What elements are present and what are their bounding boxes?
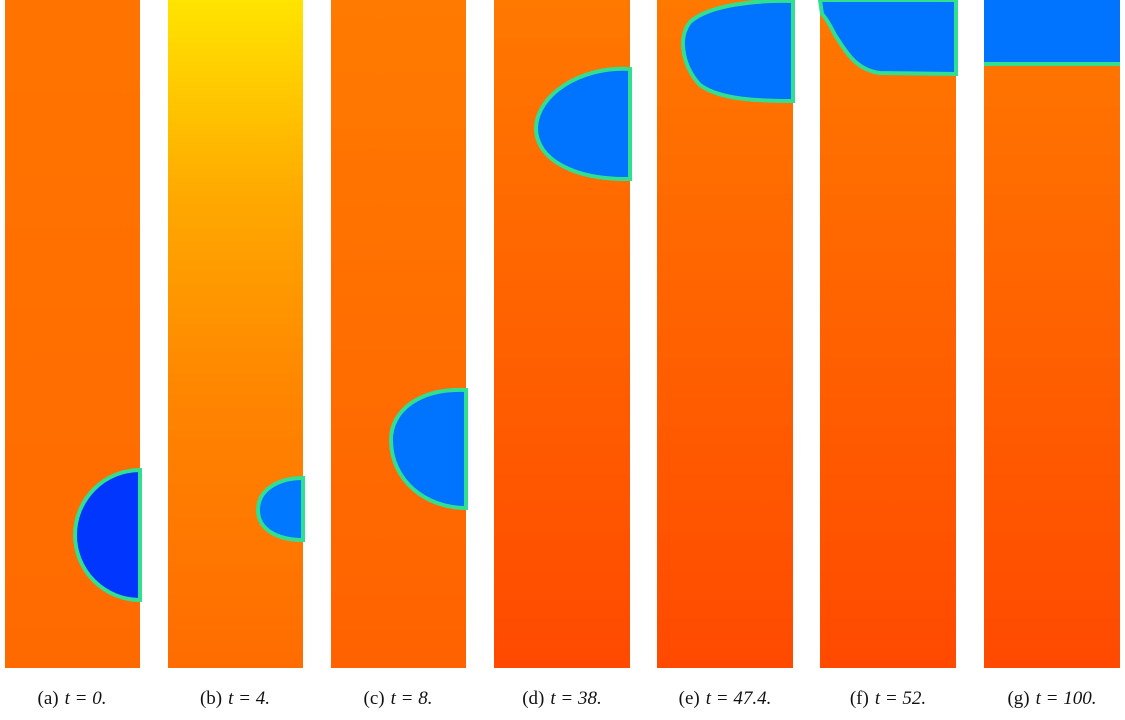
caption-label: (c) — [364, 688, 385, 709]
panel-f — [820, 0, 956, 668]
caption-text: t = 38. — [550, 688, 601, 709]
caption: (b) t = 4. — [200, 688, 270, 709]
caption-text: t = 100. — [1036, 688, 1097, 709]
bubble — [984, 0, 1120, 64]
panel-d — [494, 0, 630, 668]
field — [168, 0, 303, 668]
caption-label: (e) — [679, 688, 700, 709]
caption-text: t = 47.4. — [706, 688, 772, 709]
figure: (a) t = 0. (b) t = 4. (c) t = 8. (d) t = 38. (e)… — [0, 0, 1125, 720]
panel-a — [5, 0, 140, 668]
caption-text: t = 4. — [228, 688, 270, 709]
caption-label: (f) — [850, 688, 869, 709]
panel-g — [984, 0, 1120, 668]
caption: (f) t = 52. — [850, 688, 926, 709]
caption: (e) t = 47.4. — [679, 688, 772, 709]
caption: (a) t = 0. — [38, 688, 107, 709]
bubble — [683, 1, 793, 101]
panel-b — [168, 0, 303, 668]
caption-label: (g) — [1007, 688, 1029, 709]
panel-c — [331, 0, 466, 668]
field — [331, 0, 466, 668]
caption-label: (d) — [522, 688, 544, 709]
panel-e — [657, 0, 793, 668]
field — [820, 0, 956, 668]
caption-text: t = 52. — [875, 688, 926, 709]
caption-label: (a) — [38, 688, 59, 709]
caption: (c) t = 8. — [364, 688, 433, 709]
page: (a) t = 0. (b) t = 4. (c) t = 8. (d) t = 38. (e)… — [0, 0, 1125, 720]
caption: (d) t = 38. — [522, 688, 602, 709]
caption-label: (b) — [200, 688, 222, 709]
caption: (g) t = 100. — [1007, 688, 1096, 709]
field — [984, 0, 1120, 668]
captions: (a) t = 0. (b) t = 4. (c) t = 8. (d) t = 38. (e)… — [38, 688, 1097, 709]
caption-text: t = 8. — [391, 688, 433, 709]
caption-text: t = 0. — [65, 688, 107, 709]
